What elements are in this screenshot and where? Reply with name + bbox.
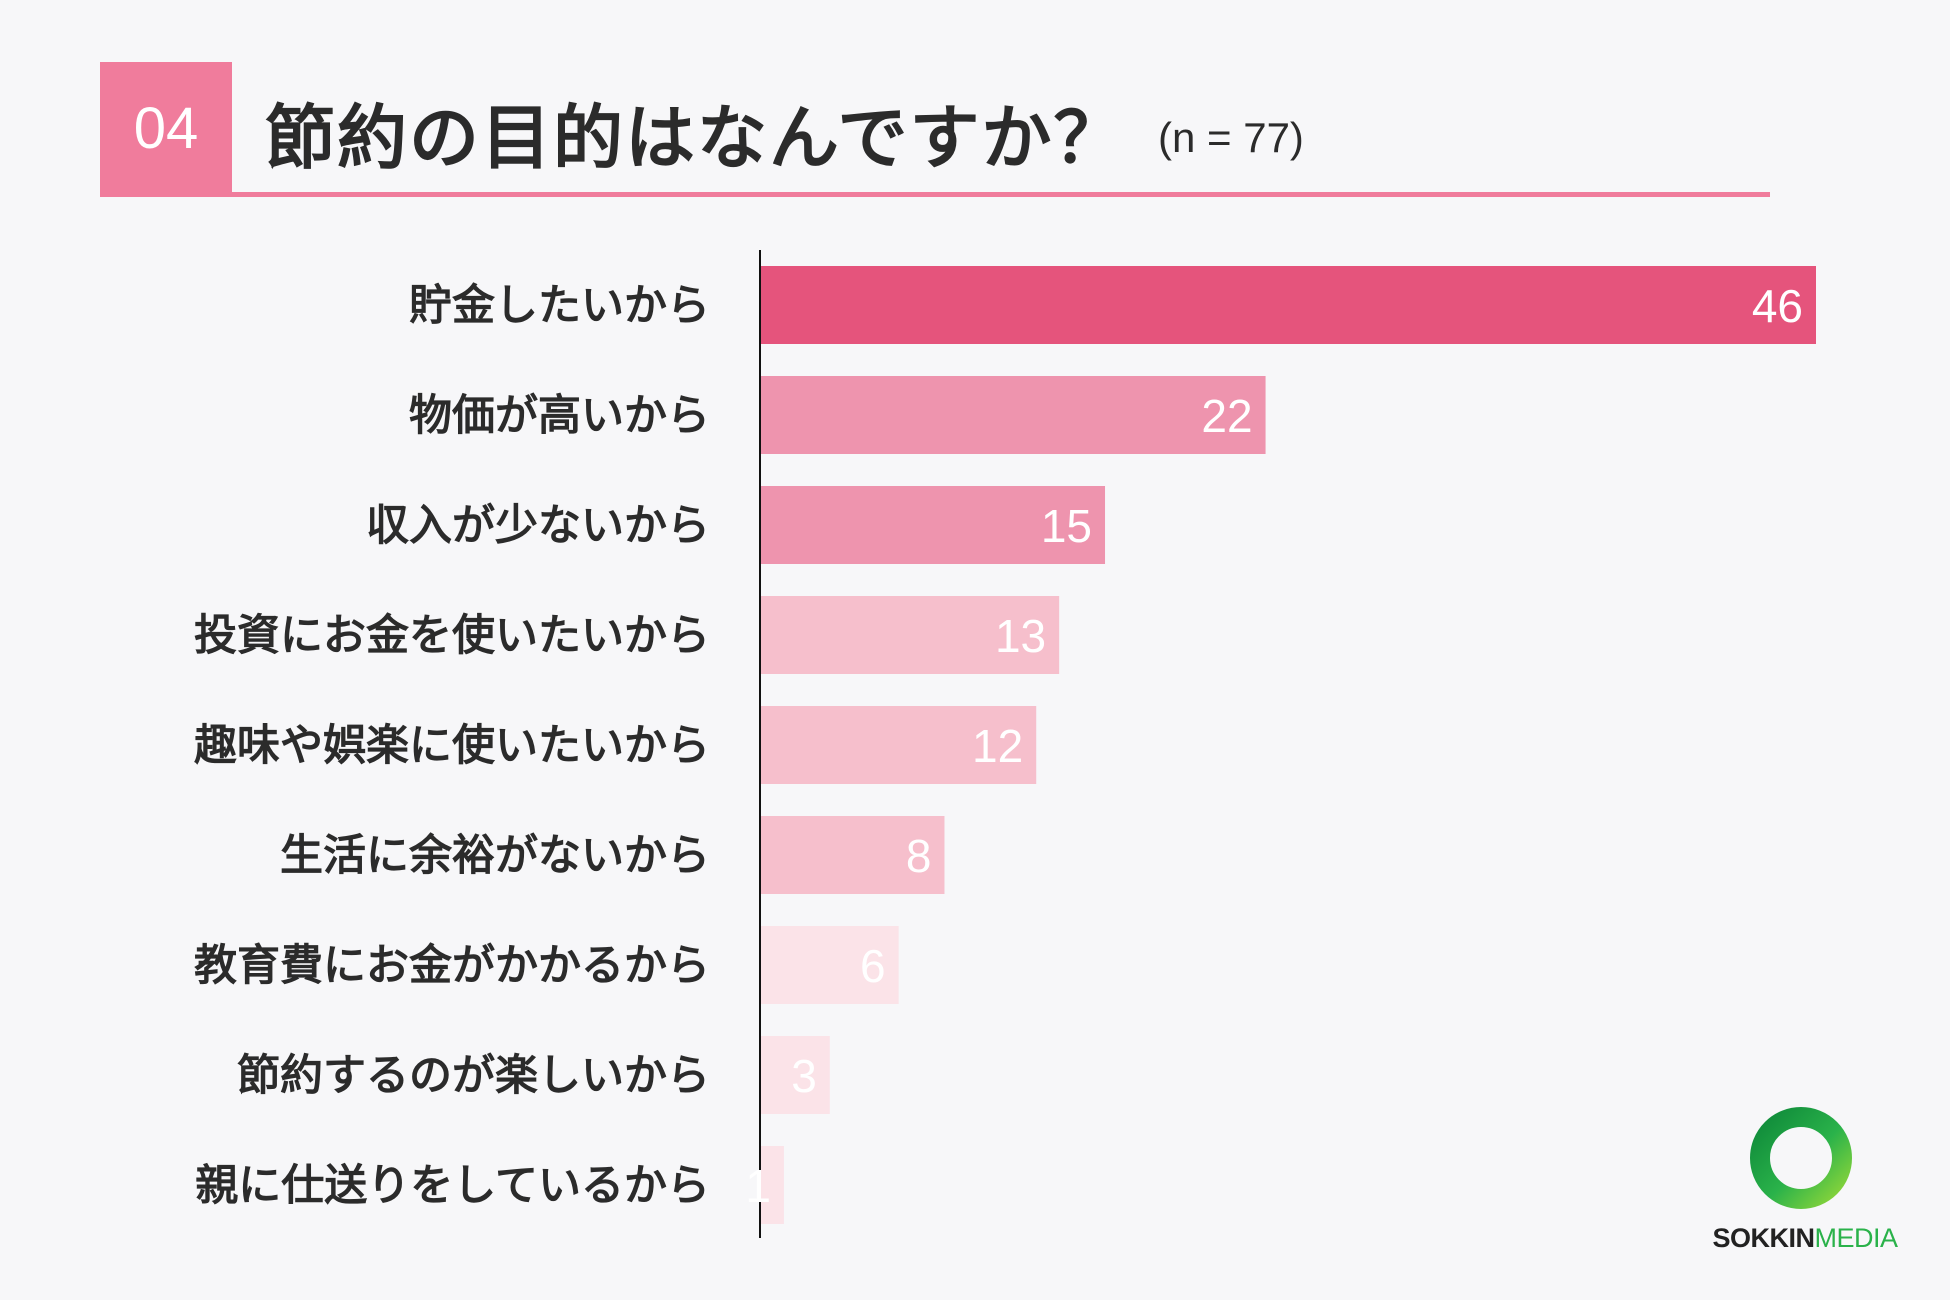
category-label: 教育費にお金がかかるから	[194, 941, 710, 991]
data-label: 22	[1201, 390, 1252, 442]
category-label: 物価が高いから	[409, 391, 710, 441]
category-label: 節約するのが楽しいから	[237, 1051, 710, 1101]
logo-text-main: SOKKIN	[1712, 1223, 1815, 1253]
sample-size-label: (n = 77)	[1158, 114, 1304, 161]
bar	[761, 1146, 784, 1224]
bar	[761, 266, 1816, 344]
chart-title: 節約の目的はなんですか？	[265, 97, 1126, 179]
question-number-badge: 04	[100, 62, 232, 194]
bar	[761, 926, 899, 1004]
data-label: 1	[745, 1160, 771, 1212]
category-label: 生活に余裕がないから	[280, 831, 710, 881]
bar	[761, 596, 1060, 674]
category-label: 収入が少ないから	[366, 501, 710, 551]
title-underline	[100, 192, 1770, 197]
data-label: 8	[906, 830, 932, 882]
bar	[761, 1036, 830, 1114]
data-label: 6	[860, 940, 886, 992]
logo-wordmark: SOKKINMEDIA	[1690, 1223, 1920, 1254]
data-label: 3	[791, 1050, 817, 1102]
sokkin-media-logo: SOKKINMEDIA	[1690, 1105, 1920, 1265]
category-label: 投資にお金を使いたいから	[194, 611, 710, 661]
bar	[761, 816, 945, 894]
bar	[761, 706, 1037, 784]
category-label: 趣味や娯楽に使いたいから	[194, 721, 710, 771]
bar	[761, 486, 1106, 564]
logo-text-sub: MEDIA	[1814, 1223, 1899, 1253]
data-label: 15	[1041, 500, 1092, 552]
data-label: 46	[1752, 280, 1803, 332]
bar	[761, 376, 1266, 454]
data-label: 13	[995, 610, 1046, 662]
green-ring-icon	[1750, 1107, 1852, 1209]
data-label: 12	[972, 720, 1023, 772]
category-label: 親に仕送りをしているから	[195, 1161, 710, 1211]
category-label: 貯金したいから	[409, 281, 710, 331]
